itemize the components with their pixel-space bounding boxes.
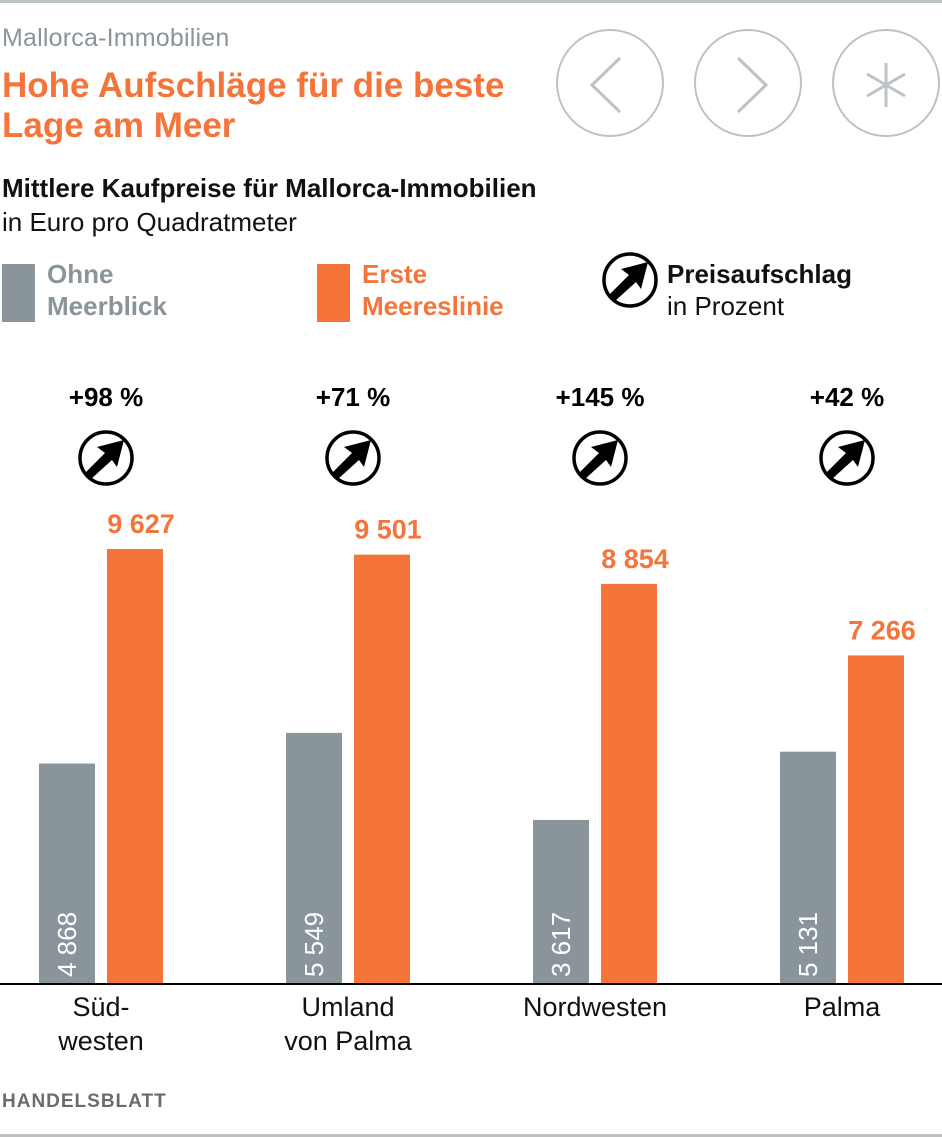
arrow-up-right-circle-icon: [78, 430, 134, 486]
bar-value-label-ohne-meerblick: 4 868: [52, 912, 82, 977]
bar-value-label-ohne-meerblick: 5 549: [299, 912, 329, 977]
bar-value-label-ohne-meerblick: 5 131: [793, 912, 823, 977]
legend-label-line: Ohne: [47, 259, 114, 289]
next-button[interactable]: [694, 29, 802, 137]
share-button[interactable]: [832, 29, 940, 137]
legend-markup-subtitle: in Prozent: [667, 291, 785, 321]
legend-swatch-erste-meereslinie: [317, 264, 350, 322]
markup-percent-label: +71 %: [316, 382, 390, 412]
bar-ohne-meerblick: [286, 732, 342, 983]
category-label: Süd-: [72, 992, 129, 1022]
bar-ohne-meerblick: [533, 819, 589, 983]
category-label: Nordwesten: [523, 992, 667, 1022]
legend-markup-title: Preisaufschlag: [667, 259, 852, 289]
bar-erste-meereslinie: [848, 655, 904, 983]
headline: Hohe Aufschläge für die beste Lage am Me…: [2, 66, 505, 145]
arrow-up-right-circle-icon: [819, 430, 875, 486]
legend-swatch-ohne-meerblick: [2, 264, 35, 322]
bottom-rule: [0, 1134, 942, 1137]
bar-chart: 4 868 9 627 +98 % Süd-westen 5 549 9 501 +71 %…: [0, 382, 942, 1056]
legend-label-erste-meereslinie: Erste Meereslinie: [362, 258, 562, 322]
markup-percent-label: +145 %: [556, 382, 645, 412]
legend-label-ohne-meerblick: Ohne Meerblick: [47, 258, 247, 322]
legend-label-line: Meereslinie: [362, 291, 504, 321]
bar-value-label-erste-meereslinie: 9 501: [354, 515, 422, 545]
bar-value-label-ohne-meerblick: 3 617: [546, 912, 576, 977]
bar-value-label-erste-meereslinie: 7 266: [848, 615, 916, 645]
bar-ohne-meerblick: [780, 751, 836, 983]
legend-label-line: Erste: [362, 259, 428, 289]
bar-erste-meereslinie: [601, 583, 657, 983]
chevron-left-icon: [589, 56, 622, 114]
chevron-right-icon: [736, 56, 769, 114]
arrow-up-right-circle-icon: [602, 252, 658, 308]
source-credit: HANDELSBLATT: [2, 1091, 167, 1112]
category-label: Umland: [301, 992, 394, 1022]
previous-button[interactable]: [556, 29, 664, 137]
bar-erste-meereslinie: [107, 549, 163, 983]
bar-erste-meereslinie: [354, 554, 410, 983]
bar-value-label-erste-meereslinie: 8 854: [601, 544, 669, 574]
category-label: westen: [57, 1026, 144, 1056]
asterisk-icon: [866, 63, 906, 107]
markup-percent-label: +98 %: [69, 382, 143, 412]
kicker: Mallorca-Immobilien: [2, 24, 230, 52]
chart-subtitle: in Euro pro Quadratmeter: [2, 207, 297, 237]
arrow-up-right-circle-icon: [325, 430, 381, 486]
top-rule: [0, 0, 942, 3]
category-label: von Palma: [284, 1026, 413, 1056]
bar-value-label-erste-meereslinie: 9 627: [107, 509, 175, 539]
markup-percent-label: +42 %: [810, 382, 884, 412]
legend-label-line: Meerblick: [47, 291, 167, 321]
category-label: Palma: [804, 992, 882, 1022]
chart-title: Mittlere Kaufpreise für Mallorca-Immobil…: [2, 173, 537, 203]
arrow-up-right-circle-icon: [572, 430, 628, 486]
bar-ohne-meerblick: [39, 763, 95, 983]
